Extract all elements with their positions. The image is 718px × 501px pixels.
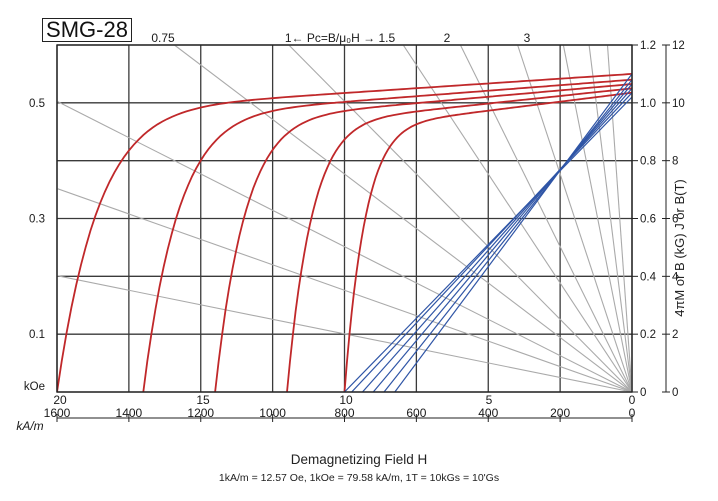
intrinsic-curve bbox=[142, 78, 632, 392]
load-line bbox=[57, 187, 632, 392]
x-tick-label-kAm: 1200 bbox=[187, 406, 214, 420]
x-axis-title: Demagnetizing Field H bbox=[290, 452, 428, 467]
y-tick-label-T: 1.0 bbox=[640, 98, 656, 110]
load-line bbox=[402, 45, 632, 392]
y-tick-label-T: 0.6 bbox=[640, 214, 656, 226]
unit-label-kAm: kA/m bbox=[16, 419, 43, 433]
x-tick-label-kOe: 5 bbox=[486, 393, 493, 407]
x-tick-label-kOe: 0 bbox=[629, 393, 636, 407]
y-tick-label-left: 0.5 bbox=[29, 98, 45, 110]
intrinsic-curve bbox=[343, 91, 632, 392]
x-tick-label-kAm: 1400 bbox=[116, 406, 143, 420]
normal-curve bbox=[372, 83, 632, 392]
y-tick-label-T: 0.4 bbox=[640, 271, 657, 283]
y-tick-label-T: 0.8 bbox=[640, 156, 656, 168]
y-tick-label-kG: 0 bbox=[672, 387, 678, 399]
load-line bbox=[57, 275, 632, 392]
y-axis-title-text: 4πM or B (kG) J or B(T) bbox=[672, 179, 687, 317]
y-tick-label-kG: 2 bbox=[672, 329, 678, 341]
x-tick-label-kAm: 1000 bbox=[259, 406, 286, 420]
x-tick-label-kAm: 600 bbox=[406, 406, 426, 420]
intrinsic-curve bbox=[57, 73, 632, 392]
x-tick-label-kOe: 15 bbox=[196, 393, 210, 407]
grade-label: SMG-28 bbox=[42, 17, 132, 42]
x-tick-label-kOe: 10 bbox=[339, 393, 353, 407]
load-line bbox=[606, 45, 632, 392]
load-line bbox=[517, 45, 632, 392]
load-line-label: 2 bbox=[444, 31, 451, 45]
y-tick-label-kG: 8 bbox=[672, 156, 678, 168]
y-tick-label-T: 1.2 bbox=[640, 40, 656, 52]
load-line bbox=[288, 45, 632, 392]
x-tick-label-kAm: 400 bbox=[478, 406, 498, 420]
y-tick-label-kG: 12 bbox=[672, 40, 685, 52]
normal-curve bbox=[383, 79, 632, 392]
load-line-label: 0.75 bbox=[151, 31, 175, 45]
load-line bbox=[174, 45, 632, 392]
load-line-label: 1← Pc=B/μ₀H → 1.5 bbox=[285, 31, 396, 45]
axes bbox=[56, 44, 670, 422]
normal-curve bbox=[344, 96, 632, 392]
y-tick-label-kG: 4 bbox=[672, 271, 679, 283]
x-tick-label-kAm: 0 bbox=[629, 406, 636, 420]
normal-curve bbox=[394, 73, 632, 392]
x-tick-label-kAm: 200 bbox=[550, 406, 570, 420]
y-tick-label-left: 0.3 bbox=[29, 214, 45, 226]
y-tick-label-T: 0.2 bbox=[640, 329, 656, 341]
intrinsic-curve bbox=[286, 87, 632, 392]
normal-curves bbox=[344, 73, 632, 392]
unit-label-kOe: kOe bbox=[24, 381, 45, 393]
load-line bbox=[588, 45, 632, 392]
normal-curve bbox=[351, 92, 632, 392]
x-tick-label-kOe: 20 bbox=[53, 393, 67, 407]
y-tick-label-left: 0.1 bbox=[29, 329, 45, 341]
intrinsic-curves bbox=[57, 73, 632, 392]
load-line bbox=[57, 100, 632, 392]
x-tick-label-kAm: 800 bbox=[334, 406, 354, 420]
load-line bbox=[562, 45, 632, 392]
intrinsic-curve bbox=[214, 83, 632, 392]
y-tick-label-T: 0 bbox=[640, 387, 646, 399]
tick-labels: 0 00.2 20.4 40.6 60.8 81.0 101.2 120.10.30.5kOe… bbox=[16, 31, 684, 433]
y-tick-label-kG: 6 bbox=[672, 214, 678, 226]
load-line-label: 3 bbox=[524, 31, 531, 45]
x-tick-label-kAm: 1600 bbox=[44, 406, 71, 420]
y-axis-title-right: 4πM or B (kG) J or B(T) bbox=[672, 179, 692, 317]
normal-curve bbox=[362, 87, 632, 392]
unit-conversion-note: 1kA/m = 12.57 Oe, 1kOe = 79.58 kA/m, 1T … bbox=[218, 472, 500, 484]
y-tick-label-kG: 10 bbox=[672, 98, 685, 110]
